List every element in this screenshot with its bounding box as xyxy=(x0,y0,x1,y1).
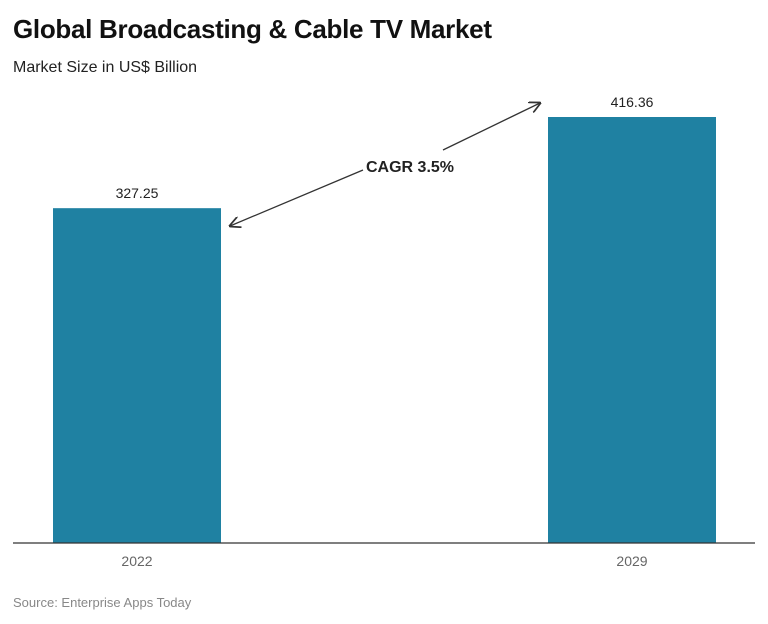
bar-2022 xyxy=(53,208,221,544)
cagr-arrow-left xyxy=(230,169,364,226)
source-note: Source: Enterprise Apps Today xyxy=(13,595,192,610)
chart-subtitle: Market Size in US$ Billion xyxy=(13,59,198,76)
bar-2029 xyxy=(548,117,716,543)
cagr-annotation: CAGR 3.5% xyxy=(366,159,454,176)
cagr-arrow-right xyxy=(442,103,540,151)
x-tick-label: 2029 xyxy=(616,553,647,569)
x-tick-label: 2022 xyxy=(121,553,152,569)
data-label: 416.36 xyxy=(611,94,654,110)
data-label: 327.25 xyxy=(116,185,159,201)
chart-title: Global Broadcasting & Cable TV Market xyxy=(13,14,492,44)
